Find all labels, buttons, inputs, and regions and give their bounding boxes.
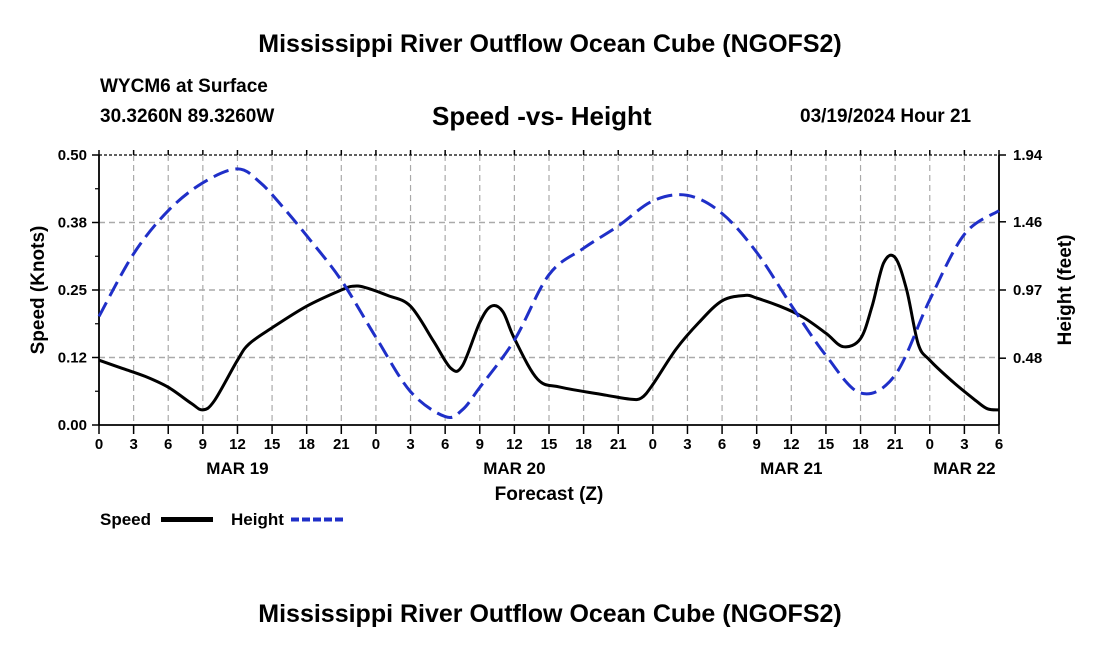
x-date-label: MAR 19	[206, 459, 268, 478]
x-tick-label: 3	[683, 436, 691, 453]
tick-labels: 0 3 6 9 12 15 18 21 0 3 6 9 12 15 18 21 0 3 6 9 12 15 18 21 0 3 6 0…	[58, 147, 1043, 478]
x-tick-label: 0	[372, 436, 380, 453]
y-tick-label-left: 0.50	[58, 147, 87, 164]
chart-title-bottom: Mississippi River Outflow Ocean Cube (NG…	[258, 600, 842, 628]
x-tick-label: 12	[783, 436, 800, 453]
x-date-label: MAR 22	[933, 459, 995, 478]
chart-title: Mississippi River Outflow Ocean Cube (NG…	[258, 30, 842, 58]
x-tick-label: 9	[476, 436, 484, 453]
x-tick-label: 12	[229, 436, 246, 453]
x-tick-label: 18	[298, 436, 315, 453]
chart-subtitle: Speed -vs- Height	[432, 101, 652, 131]
series-line-height	[97, 167, 1000, 420]
x-tick-label: 15	[818, 436, 835, 453]
y-tick-label-left: 0.25	[58, 282, 87, 299]
x-tick-label: 21	[333, 436, 350, 453]
x-date-label: MAR 21	[760, 459, 822, 478]
y-tick-label-left: 0.38	[58, 215, 87, 232]
x-tick-label: 18	[852, 436, 869, 453]
y-tick-label-left: 0.12	[58, 350, 87, 367]
y-tick-label-left: 0.00	[58, 417, 87, 434]
x-tick-label: 15	[541, 436, 558, 453]
x-tick-label: 3	[129, 436, 137, 453]
station-label: WYCM6 at Surface	[100, 76, 268, 97]
x-tick-label: 18	[575, 436, 592, 453]
y-tick-label-right: 0.97	[1013, 282, 1042, 299]
legend-height-label: Height	[231, 510, 284, 529]
x-tick-label: 0	[95, 436, 103, 453]
x-tick-label: 0	[926, 436, 934, 453]
y-axis-label-left: Speed (Knots)	[28, 226, 49, 355]
series	[97, 167, 1000, 420]
x-tick-label: 3	[960, 436, 968, 453]
x-tick-label: 3	[406, 436, 414, 453]
x-tick-label: 6	[995, 436, 1003, 453]
x-tick-label: 6	[441, 436, 449, 453]
y-tick-label-right: 0.48	[1013, 350, 1042, 367]
datetime-label: 03/19/2024 Hour 21	[800, 106, 972, 127]
legend-speed-swatch	[161, 517, 213, 522]
axes	[92, 150, 1006, 434]
legend-height-swatch	[291, 517, 343, 522]
x-date-label: MAR 20	[483, 459, 545, 478]
series-line-speed	[98, 253, 1000, 412]
x-tick-label: 9	[753, 436, 761, 453]
y-tick-label-right: 1.94	[1013, 147, 1043, 164]
x-tick-label: 0	[649, 436, 657, 453]
legend-speed-label: Speed	[100, 510, 152, 529]
x-tick-label: 12	[506, 436, 523, 453]
coordinates-label: 30.3260N 89.3260W	[100, 106, 275, 127]
x-tick-label: 9	[199, 436, 207, 453]
x-tick-label: 6	[164, 436, 172, 453]
x-tick-label: 6	[718, 436, 726, 453]
y-axis-label-right: Height (feet)	[1055, 235, 1076, 346]
x-axis-label: Forecast (Z)	[495, 484, 604, 505]
x-tick-label: 21	[610, 436, 627, 453]
x-tick-label: 15	[264, 436, 281, 453]
y-tick-label-right: 1.46	[1013, 214, 1042, 231]
x-tick-label: 21	[887, 436, 904, 453]
